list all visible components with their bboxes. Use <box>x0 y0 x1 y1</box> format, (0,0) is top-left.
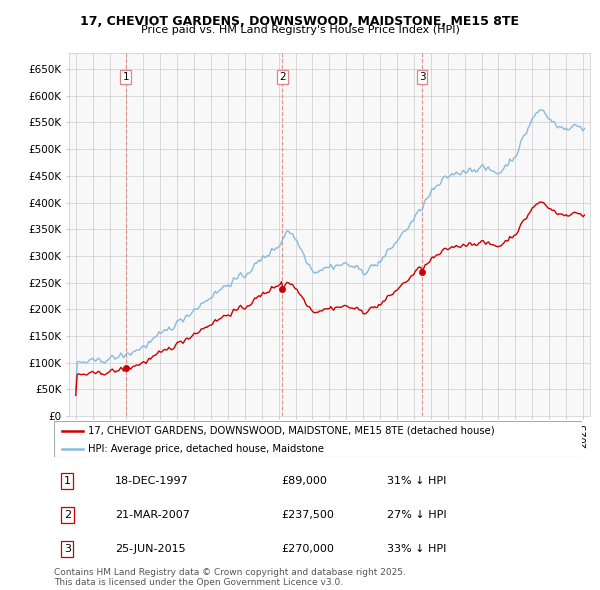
Text: HPI: Average price, detached house, Maidstone: HPI: Average price, detached house, Maid… <box>88 444 325 454</box>
Text: 3: 3 <box>64 544 71 554</box>
Text: 18-DEC-1997: 18-DEC-1997 <box>115 476 188 486</box>
Text: 1: 1 <box>122 72 129 81</box>
Text: Price paid vs. HM Land Registry's House Price Index (HPI): Price paid vs. HM Land Registry's House … <box>140 25 460 35</box>
Text: 2: 2 <box>279 72 286 81</box>
Text: 3: 3 <box>419 72 425 81</box>
Text: 31% ↓ HPI: 31% ↓ HPI <box>386 476 446 486</box>
Text: 33% ↓ HPI: 33% ↓ HPI <box>386 544 446 554</box>
Text: 25-JUN-2015: 25-JUN-2015 <box>115 544 185 554</box>
Text: £237,500: £237,500 <box>281 510 334 520</box>
Text: 17, CHEVIOT GARDENS, DOWNSWOOD, MAIDSTONE, ME15 8TE: 17, CHEVIOT GARDENS, DOWNSWOOD, MAIDSTON… <box>80 15 520 28</box>
Text: 17, CHEVIOT GARDENS, DOWNSWOOD, MAIDSTONE, ME15 8TE (detached house): 17, CHEVIOT GARDENS, DOWNSWOOD, MAIDSTON… <box>88 426 495 436</box>
Text: 27% ↓ HPI: 27% ↓ HPI <box>386 510 446 520</box>
Text: £270,000: £270,000 <box>281 544 334 554</box>
Text: £89,000: £89,000 <box>281 476 327 486</box>
Text: 21-MAR-2007: 21-MAR-2007 <box>115 510 190 520</box>
Text: 1: 1 <box>64 476 71 486</box>
Text: Contains HM Land Registry data © Crown copyright and database right 2025.
This d: Contains HM Land Registry data © Crown c… <box>54 568 406 587</box>
Text: 2: 2 <box>64 510 71 520</box>
